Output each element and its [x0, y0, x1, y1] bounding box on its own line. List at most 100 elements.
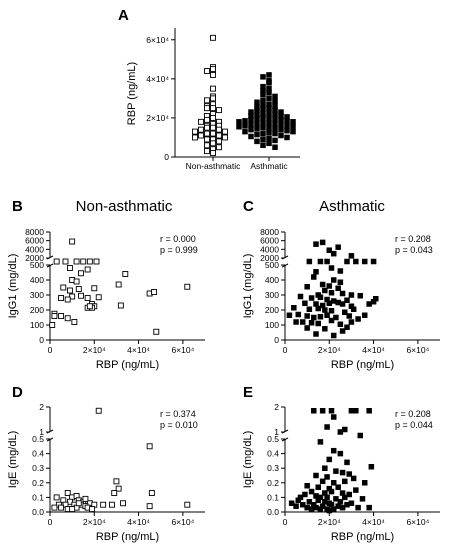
y-axis-title: IgG1 (mg/dL) [242, 254, 254, 319]
data-point [51, 504, 58, 511]
data-point [328, 290, 335, 296]
data-point [266, 105, 272, 111]
data-point [117, 302, 124, 309]
data-point [322, 326, 328, 332]
data-point [313, 472, 319, 479]
data-point [51, 313, 58, 319]
y-tick-label: 0 [274, 335, 279, 345]
data-point [236, 123, 242, 130]
data-point [315, 305, 321, 312]
data-point [64, 490, 71, 496]
y-tick-label: 0.1 [32, 492, 44, 502]
data-point [306, 499, 313, 505]
y-tick-label: 0.5 [267, 434, 279, 444]
y-tick-label: 0.3 [32, 463, 44, 473]
data-point [324, 258, 330, 265]
x-axis-title: RBP (ng/mL) [96, 359, 159, 371]
data-point [333, 496, 339, 502]
y-tick-label: 200 [30, 305, 44, 315]
x-tick-label: 6×10⁴ [406, 517, 429, 527]
data-point [326, 247, 333, 253]
data-point [122, 271, 129, 277]
y-tick-label: 0.4 [32, 449, 44, 459]
data-point [242, 122, 248, 129]
data-point [148, 490, 155, 496]
data-point [204, 97, 210, 104]
data-point [248, 133, 254, 140]
data-point [58, 504, 65, 511]
y-tick-label: 0.5 [32, 434, 44, 444]
data-point [361, 258, 368, 265]
data-point [204, 124, 210, 131]
data-point [242, 128, 248, 135]
y-tick-label: 500 [265, 260, 279, 270]
data-point [210, 105, 216, 112]
data-point [151, 289, 158, 295]
data-point [302, 300, 308, 306]
x-tick-label: 2×10⁴ [318, 345, 341, 355]
data-point [75, 286, 82, 292]
data-point [330, 414, 337, 420]
data-point [346, 471, 352, 477]
data-point [184, 501, 191, 508]
x-tick-label: 4×10⁴ [127, 345, 150, 355]
data-point [272, 144, 278, 150]
data-point [78, 292, 84, 299]
data-point [322, 465, 328, 471]
data-point [311, 274, 317, 280]
data-point [339, 290, 346, 297]
data-point [120, 500, 127, 507]
y-tick-label: 400 [30, 275, 44, 285]
data-point [288, 500, 295, 506]
data-point [60, 284, 67, 291]
panel-d-scatter: 0.0 0.1 0.2 0.3 0.4 0.51 2 0 2×10⁴ 4×10⁴ 6×10⁴ RBP … [7, 402, 205, 543]
data-point [210, 150, 216, 157]
data-point [216, 107, 222, 114]
data-point [58, 313, 65, 319]
data-point [184, 283, 191, 290]
category-label: Non-asthmatic [186, 161, 242, 171]
data-point [91, 285, 98, 292]
data-point [370, 258, 377, 265]
data-point [328, 308, 335, 314]
data-point [266, 120, 272, 126]
data-point [204, 130, 210, 137]
y-tick-label: 100 [30, 320, 44, 330]
data-point [326, 456, 333, 463]
data-point [328, 408, 335, 414]
x-tick-label: 0 [48, 517, 53, 527]
y-tick-label: 0.0 [32, 507, 44, 517]
data-point [69, 238, 76, 245]
data-point [346, 313, 352, 319]
data-point [339, 301, 346, 307]
data-point [66, 287, 73, 294]
data-point [216, 132, 222, 139]
data-point [319, 281, 326, 288]
data-point [337, 450, 344, 457]
data-point [69, 506, 76, 513]
y-tick-label: 0 [164, 152, 169, 162]
data-point [58, 295, 65, 301]
x-tick-label: 4×10⁴ [362, 517, 385, 527]
data-point [337, 429, 344, 435]
data-point [346, 491, 352, 498]
p-value: p = 0.999 [160, 245, 198, 255]
data-point [324, 474, 330, 480]
data-point [272, 116, 278, 122]
data-point [216, 126, 222, 133]
data-point [348, 319, 355, 325]
data-point [266, 80, 272, 86]
data-point [153, 328, 160, 335]
data-point [284, 122, 290, 129]
data-point [337, 321, 344, 327]
y-tick-label: 300 [30, 290, 44, 300]
data-point [254, 138, 260, 145]
data-point [266, 135, 272, 142]
data-point [109, 501, 115, 508]
data-point [100, 501, 107, 508]
data-point [304, 284, 310, 290]
x-tick-label: 6×10⁴ [171, 345, 194, 355]
data-point [304, 325, 310, 331]
data-point [266, 129, 272, 136]
